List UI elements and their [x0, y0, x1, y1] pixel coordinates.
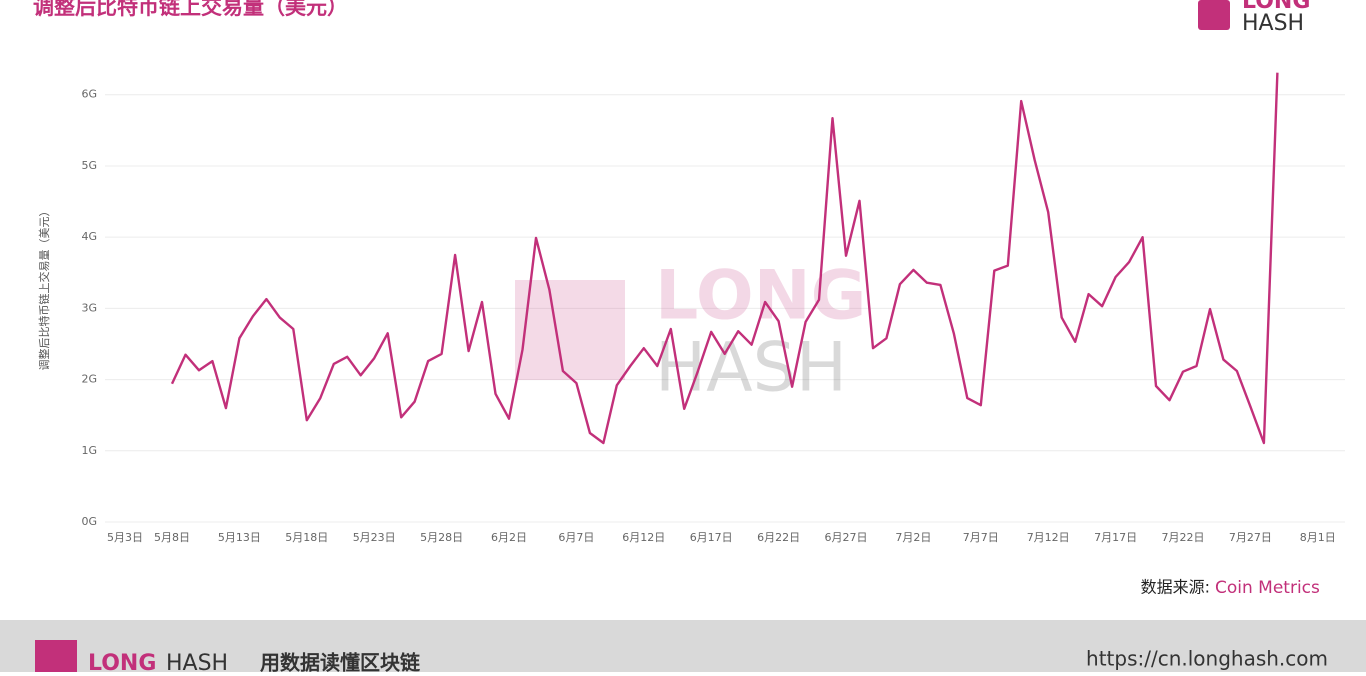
x-tick-label: 5月13日 — [218, 531, 261, 544]
x-tick-label: 6月27日 — [825, 531, 868, 544]
x-tick-label: 5月8日 — [154, 531, 190, 544]
x-tick-label: 6月17日 — [690, 531, 733, 544]
watermark-text: LONG — [655, 257, 866, 336]
logo-text: LONG — [1242, 0, 1310, 14]
x-tick-label: 6月12日 — [622, 531, 665, 544]
y-tick-label: 4G — [81, 230, 97, 243]
logo-icon — [1198, 0, 1230, 30]
x-tick-label: 5月28日 — [420, 531, 463, 544]
source-label: 数据来源: — [1141, 578, 1210, 597]
source: Coin Metrics — [1215, 578, 1320, 598]
x-tick-label: 5月23日 — [353, 531, 396, 544]
x-tick-label: 7月22日 — [1162, 531, 1205, 544]
x-tick-label: 7月17日 — [1094, 531, 1137, 544]
footer-logo-text: HASH — [166, 651, 228, 672]
x-tick-label: 7月27日 — [1229, 531, 1272, 544]
y-tick-label: 2G — [81, 373, 97, 386]
y-tick-label: 0G — [81, 515, 97, 528]
x-tick-label: 8月1日 — [1300, 531, 1336, 544]
x-tick-label: 6月7日 — [558, 531, 594, 544]
watermark-icon — [515, 280, 625, 380]
footer — [0, 620, 1366, 672]
chart-title: 调整后比特币链上交易量（美元） — [33, 0, 348, 19]
y-axis-label: 调整后比特币链上交易量（美元） — [37, 206, 51, 371]
x-tick-label: 6月22日 — [757, 531, 800, 544]
y-tick-label: 6G — [81, 88, 97, 101]
footer-url[interactable]: https://cn.longhash.com — [1086, 647, 1328, 671]
watermark-text: HASH — [655, 329, 847, 408]
y-tick-label: 1G — [81, 444, 97, 457]
footer-logo-icon — [35, 640, 77, 672]
footer-logo-text: LONG — [88, 651, 156, 672]
x-tick-label: 6月2日 — [491, 531, 527, 544]
watermark: LONG HASH — [515, 257, 866, 408]
y-tick-label: 5G — [81, 159, 97, 172]
line — [170, 72, 1279, 445]
x-tick-label: 5月18日 — [285, 531, 328, 544]
logo: LONG HASH — [1198, 0, 1310, 36]
x-tick-label: 5月3日 — [107, 531, 143, 544]
x-tick-label: 7月12日 — [1027, 531, 1070, 544]
y-tick-label: 3G — [81, 301, 97, 314]
x-tick-label: 7月7日 — [963, 531, 999, 544]
footer-slogan: 用数据读懂区块链 — [260, 651, 421, 673]
x-tick-label: 7月2日 — [895, 531, 931, 544]
logo-text: HASH — [1242, 11, 1304, 36]
